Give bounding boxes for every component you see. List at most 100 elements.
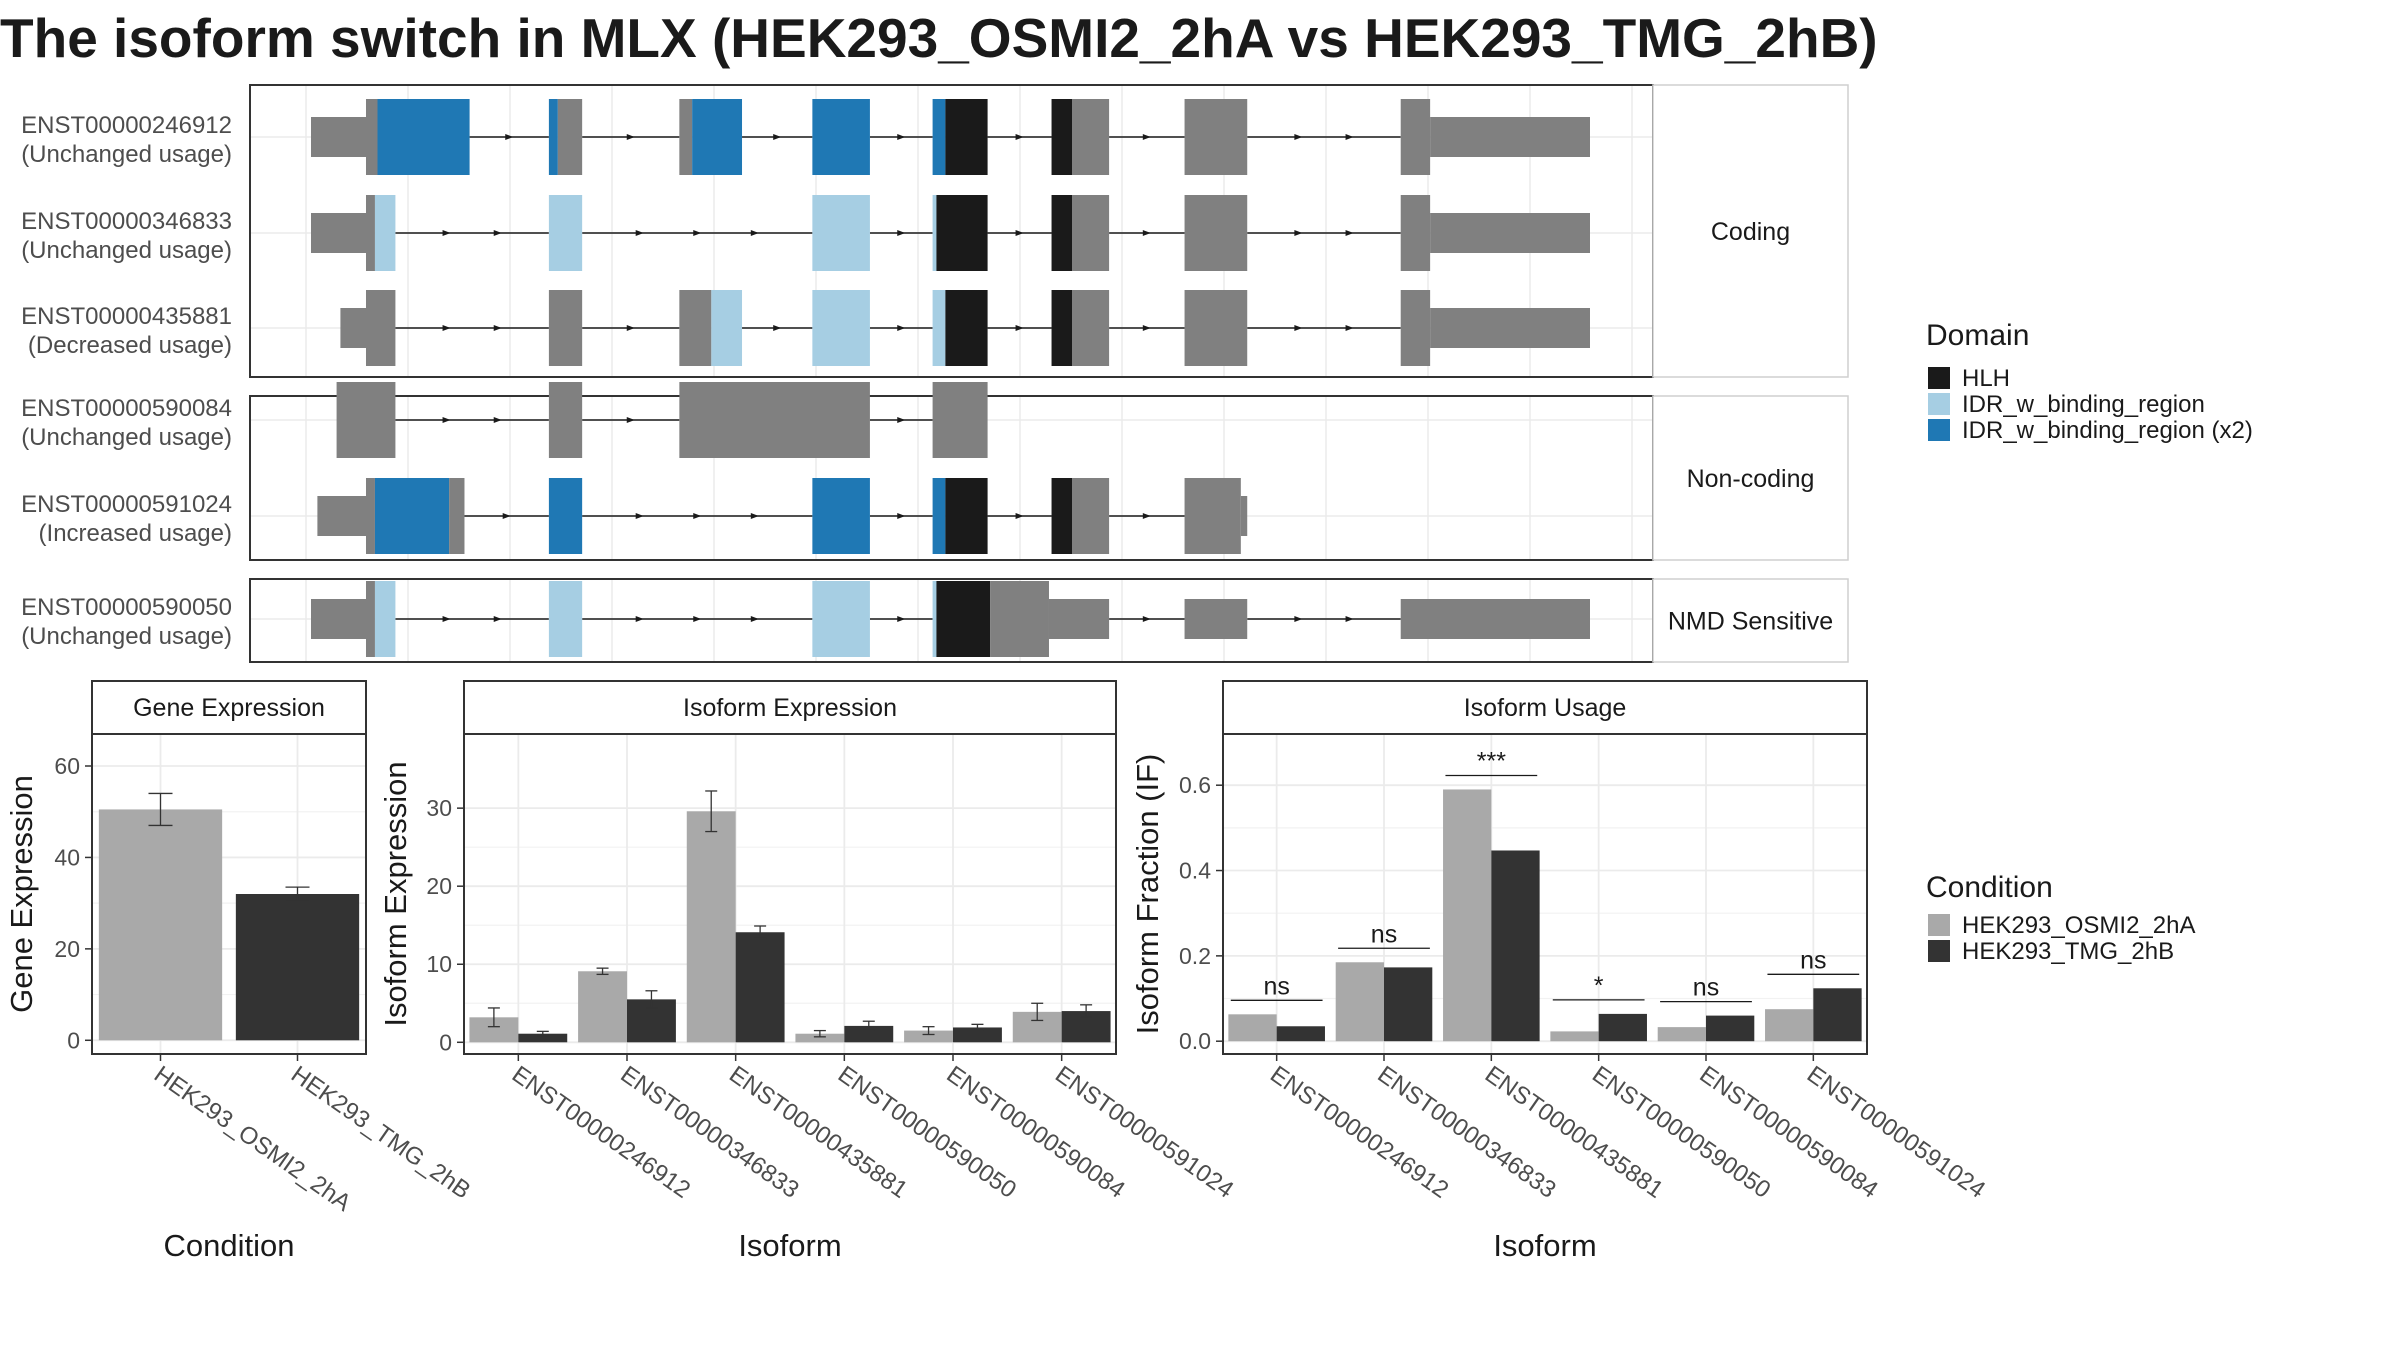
y-axis-label: Isoform Fraction (IF): [1130, 754, 1165, 1035]
legend-swatch: [1928, 940, 1950, 962]
bar: [1813, 988, 1862, 1042]
transcript-id-label: ENST00000591024: [21, 491, 232, 518]
plot-background: [464, 734, 1116, 1054]
figure-title: The isoform switch in MLX (HEK293_OSMI2_…: [0, 7, 1878, 69]
bar: [98, 809, 223, 1041]
x-tick-label: ENST00000590084: [942, 1061, 1130, 1204]
legend-label: IDR_w_binding_region (x2): [1962, 417, 2253, 444]
transcript-ENST00000435881: ENST00000435881(Decreased usage): [21, 290, 1590, 366]
intron-arrow: [1345, 616, 1354, 622]
facet-strip: [1222, 680, 1868, 735]
legends: Domain HLHIDR_w_binding_regionIDR_w_bindi…: [1926, 319, 2253, 965]
intron-arrow: [442, 230, 451, 236]
bar: [953, 1027, 1002, 1043]
x-axis-label: Isoform: [738, 1228, 841, 1263]
legend-domain: Domain HLHIDR_w_binding_regionIDR_w_bindi…: [1926, 319, 2253, 444]
exon-utr: [311, 117, 366, 157]
intron-arrow: [750, 616, 759, 622]
chart-title: Gene Expression: [133, 694, 325, 722]
chart-isoform-expression: 0 10 20 30 Isoform Expression ENST00000246912…: [378, 680, 1238, 1263]
intron-arrow: [1294, 134, 1303, 140]
intron-arrow: [1294, 230, 1303, 236]
exon-cds: [1400, 290, 1431, 366]
structure-panel-non-coding: Non-coding ENST00000590084(Unchanged usag…: [21, 382, 1849, 561]
exon-utr: [1400, 599, 1590, 639]
transcript-id-label: ENST00000590050: [21, 594, 232, 621]
intron-arrow: [1345, 325, 1354, 331]
exon-cds: [1184, 478, 1241, 554]
significance-label: ***: [1477, 747, 1506, 775]
exon-idr-domain: [932, 581, 937, 657]
exon-utr: [1430, 308, 1590, 348]
bar: [1276, 1026, 1325, 1042]
legend-swatch: [1928, 393, 1950, 415]
transcript-id-label: ENST00000346833: [21, 208, 232, 235]
intron-arrow: [442, 325, 451, 331]
exon-cds: [1072, 290, 1110, 366]
bar: [1550, 1031, 1599, 1042]
facet-label: Coding: [1711, 218, 1790, 246]
exon-cds: [1184, 195, 1248, 271]
intron-arrow: [1142, 325, 1151, 331]
exon-idr-x2-domain: [692, 99, 743, 175]
exon-idr-x2-domain: [377, 99, 470, 175]
exon-cds: [548, 290, 583, 366]
exon-idr-domain: [812, 290, 870, 366]
significance-label: *: [1594, 972, 1604, 1000]
bar: [235, 894, 360, 1041]
facet-strip: [463, 680, 1117, 735]
intron-arrow: [493, 417, 502, 423]
legend-label: HEK293_OSMI2_2hA: [1962, 912, 2195, 939]
intron-arrow: [1015, 230, 1024, 236]
intron-arrow: [1015, 325, 1024, 331]
x-tick-label: ENST00000591024: [1802, 1061, 1990, 1204]
intron-arrow: [493, 230, 502, 236]
exon-idr-domain: [812, 195, 870, 271]
exon-cds: [365, 478, 375, 554]
intron-arrow: [626, 325, 635, 331]
x-tick-label: ENST00000246912: [1265, 1061, 1453, 1204]
exon-utr: [317, 496, 366, 536]
transcript-id-label: ENST00000246912: [21, 112, 232, 139]
x-axis-label: Condition: [164, 1228, 295, 1263]
intron-arrow: [1345, 230, 1354, 236]
exon-cds: [557, 99, 583, 175]
intron-arrow: [493, 325, 502, 331]
exon-idr-x2-domain: [548, 478, 583, 554]
exon-idr-domain: [374, 195, 396, 271]
intron-arrow: [442, 616, 451, 622]
exon-cds: [1184, 290, 1248, 366]
y-tick-label: 20: [426, 873, 452, 899]
exon-idr-x2-domain: [812, 99, 870, 175]
x-tick-label: ENST00000435881: [724, 1061, 912, 1204]
x-tick-label: ENST00000590050: [833, 1061, 1021, 1204]
transcript-usage-label: (Unchanged usage): [21, 623, 232, 650]
exon-cds: [679, 290, 712, 366]
exon-idr-domain: [548, 195, 583, 271]
transcript-usage-label: (Increased usage): [39, 520, 232, 547]
intron-arrow: [897, 417, 906, 423]
facet-strip: [1652, 578, 1849, 663]
exon-hlh-domain: [1051, 99, 1073, 175]
exon-hlh-domain: [1051, 478, 1073, 554]
bar: [1335, 962, 1384, 1042]
x-tick-label: ENST00000346833: [616, 1061, 804, 1204]
intron-arrow: [1345, 134, 1354, 140]
intron-arrow: [693, 230, 702, 236]
transcript-ENST00000590084: ENST00000590084(Unchanged usage): [21, 382, 988, 458]
facet-strip: [91, 680, 367, 735]
intron-arrow: [626, 417, 635, 423]
exon-idr-x2-domain: [374, 478, 450, 554]
exon-utr: [1240, 496, 1248, 536]
transcript-usage-label: (Unchanged usage): [21, 237, 232, 264]
exon-hlh-domain: [936, 581, 991, 657]
bar: [1598, 1013, 1647, 1042]
significance-label: ns: [1693, 974, 1719, 1002]
bar: [578, 971, 627, 1043]
exon-utr: [1184, 599, 1248, 639]
